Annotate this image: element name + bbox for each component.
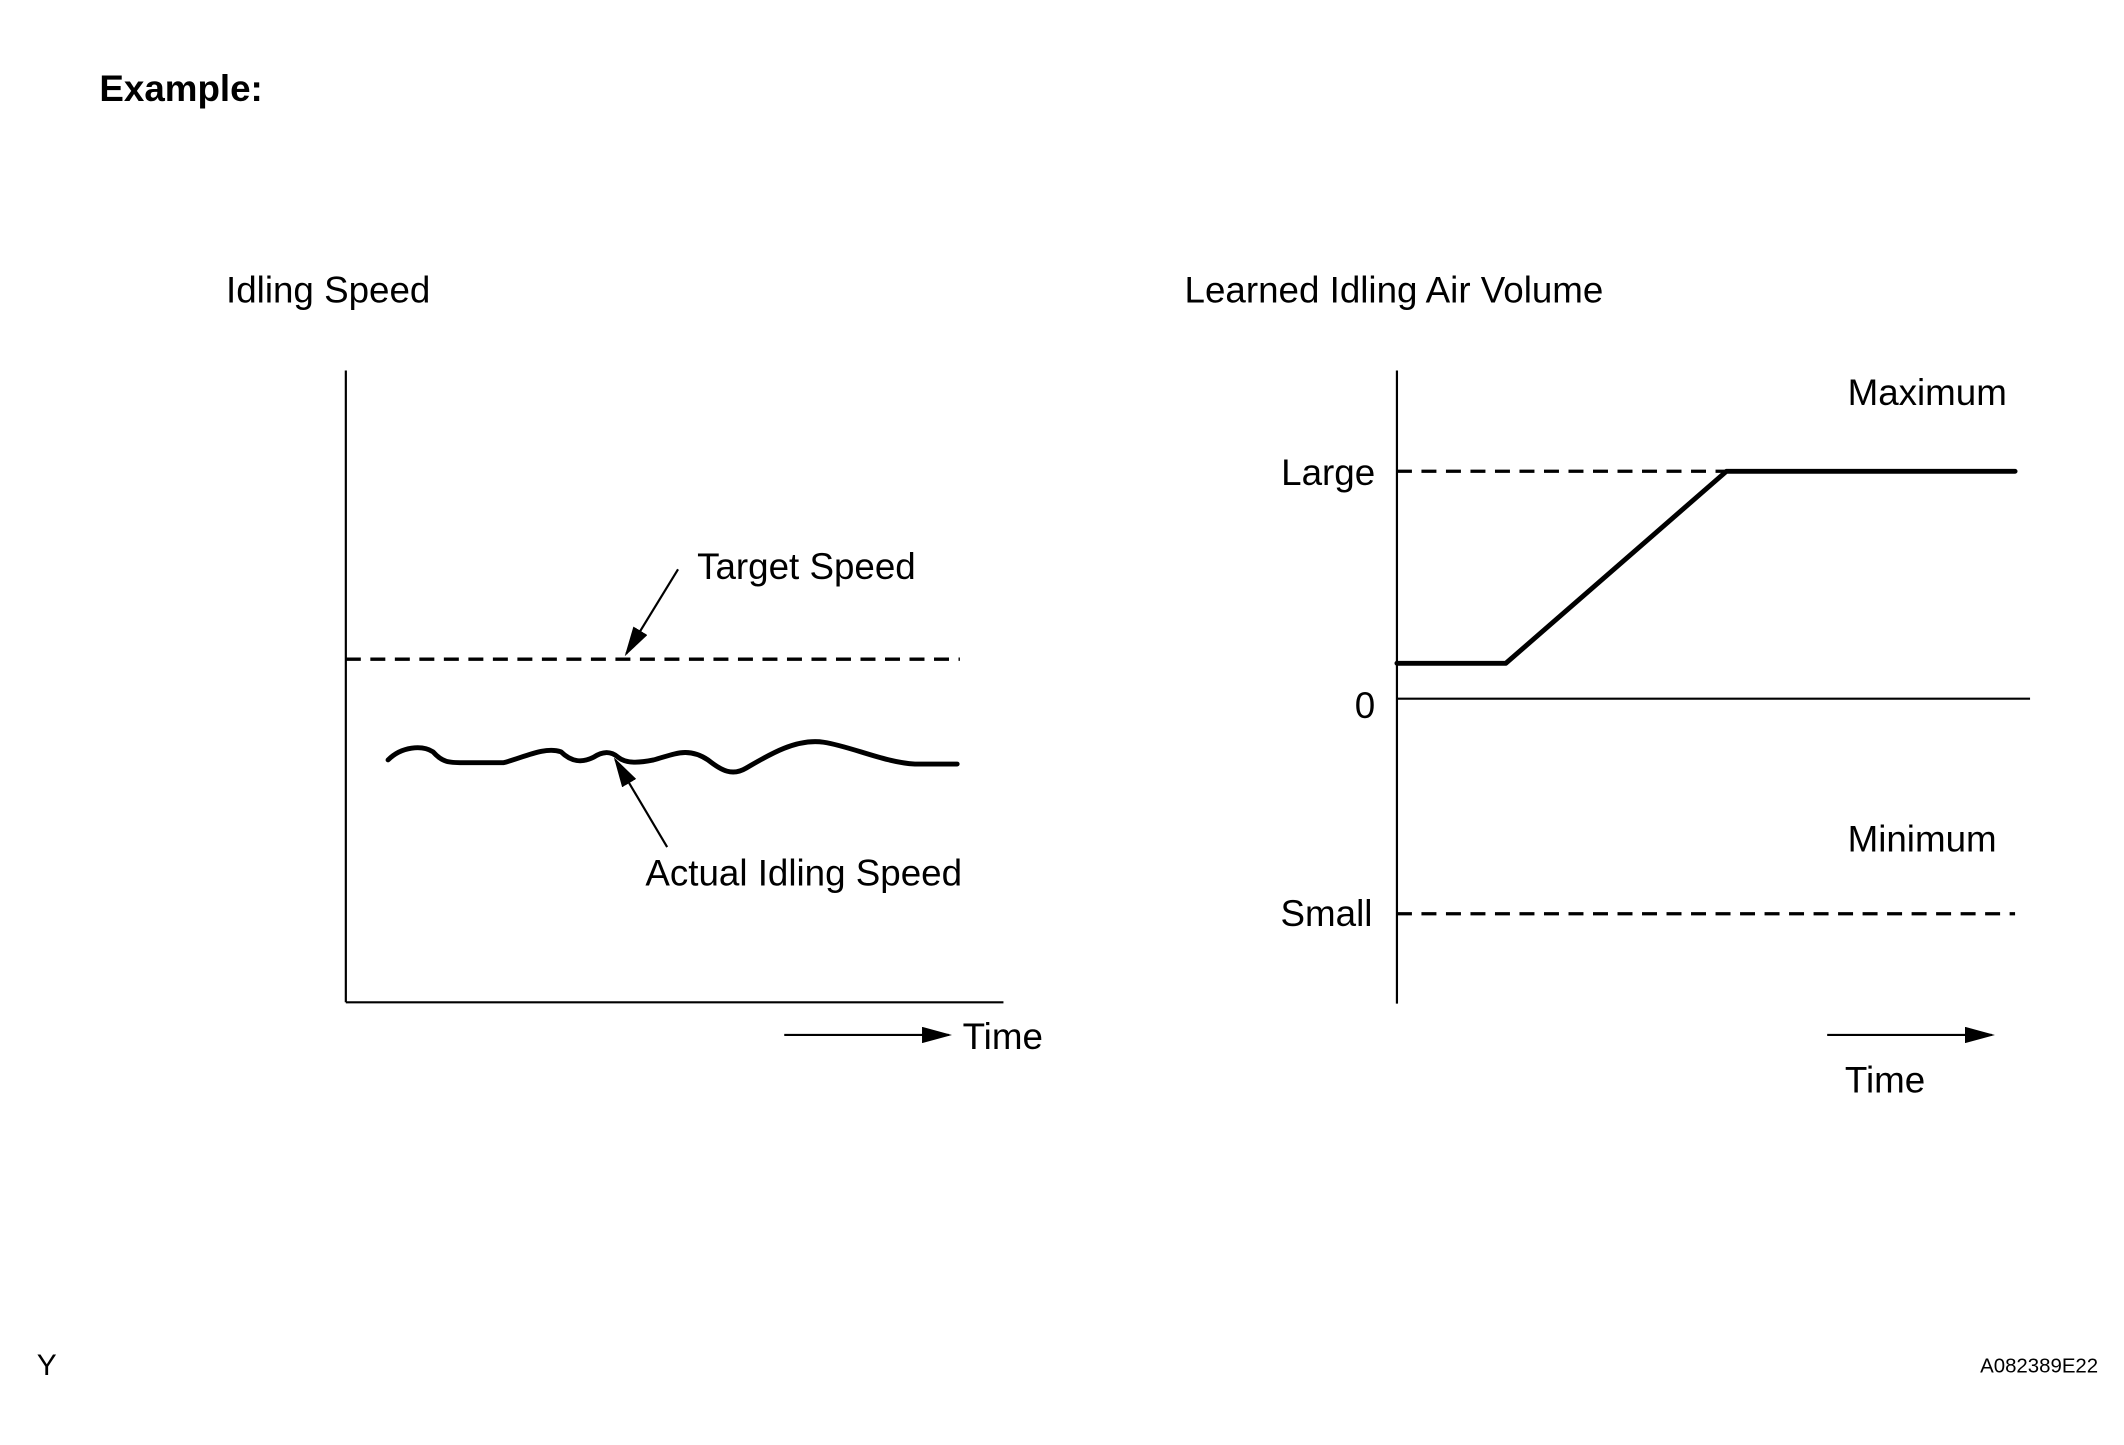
leader-arrow: [613, 757, 669, 848]
leader-arrow: [624, 568, 679, 657]
learned-line: [1394, 468, 2018, 666]
figure-id: A082389E22: [1980, 1356, 2098, 1378]
small-label: Small: [1281, 893, 1373, 934]
time-label: Time: [963, 1016, 1043, 1057]
actual-label: Actual Idling Speed: [645, 852, 962, 893]
maximum-label: Maximum: [1848, 372, 2007, 413]
minimum-label: Minimum: [1848, 818, 1997, 859]
footer-code: Y: [37, 1349, 57, 1382]
time-label: Time: [1845, 1059, 1925, 1100]
zero-label: 0: [1355, 685, 1375, 726]
graph-title: Idling Speed: [226, 270, 430, 311]
target-label: Target Speed: [697, 546, 916, 587]
graph-title: Learned Idling Air Volume: [1185, 270, 1604, 311]
header-title: Example:: [99, 68, 262, 109]
actual-line: [385, 739, 960, 775]
large-label: Large: [1281, 452, 1375, 493]
